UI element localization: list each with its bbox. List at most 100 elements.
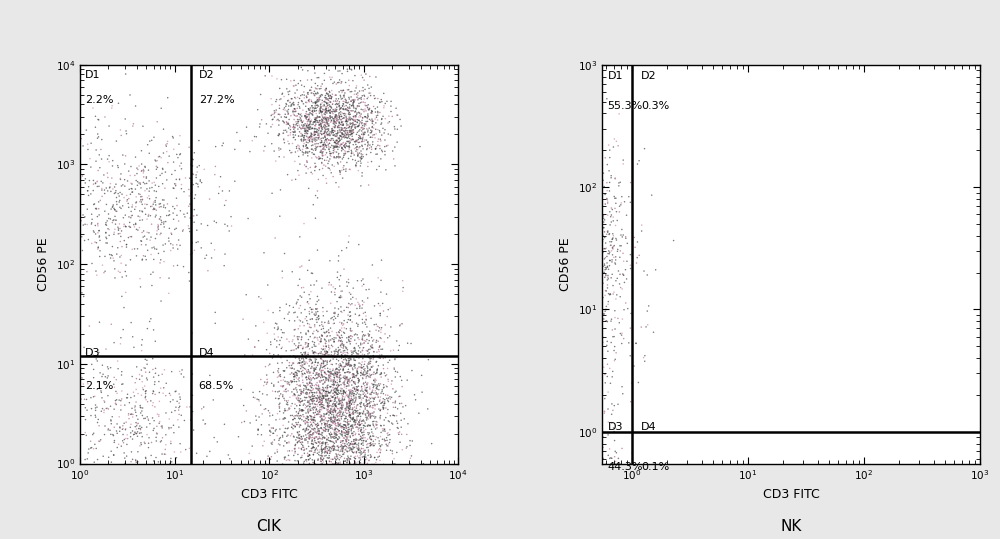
Point — [355, 369, 371, 378]
Point — [289, 369, 305, 378]
Point — [398, 444, 414, 452]
Point — [320, 127, 336, 136]
Point — [304, 130, 320, 139]
Point — [307, 121, 323, 130]
Point — [332, 318, 348, 327]
Point — [560, 316, 576, 325]
Point — [546, 505, 562, 514]
Point — [341, 403, 357, 411]
Point — [551, 293, 567, 301]
Point — [544, 362, 560, 370]
Point — [559, 519, 575, 527]
Point — [563, 260, 579, 268]
Point — [531, 458, 547, 466]
Point — [541, 537, 557, 539]
Point — [586, 527, 602, 535]
Point — [386, 365, 402, 374]
Point — [524, 497, 540, 506]
Point — [498, 321, 514, 330]
Point — [267, 449, 283, 458]
Point — [346, 453, 362, 461]
Point — [323, 369, 339, 378]
Point — [292, 438, 308, 447]
Point — [301, 397, 317, 405]
Point — [402, 437, 418, 445]
Point — [348, 123, 364, 132]
Point — [342, 130, 358, 139]
Point — [346, 120, 362, 129]
Point — [319, 331, 335, 340]
Point — [156, 218, 172, 226]
Point — [364, 107, 380, 116]
Point — [307, 128, 323, 136]
Point — [293, 387, 309, 396]
Point — [365, 386, 381, 395]
Point — [536, 305, 552, 313]
Point — [300, 452, 316, 461]
Point — [369, 424, 385, 432]
Point — [537, 257, 553, 265]
Point — [560, 349, 576, 357]
Point — [352, 301, 368, 310]
Point — [588, 262, 604, 271]
Point — [292, 160, 308, 168]
Point — [321, 368, 337, 377]
Point — [527, 513, 543, 522]
Point — [588, 362, 604, 370]
Point — [304, 359, 320, 368]
Point — [545, 298, 561, 307]
Point — [605, 251, 621, 259]
Point — [331, 275, 347, 284]
Point — [331, 345, 347, 354]
Point — [247, 343, 263, 351]
Point — [564, 496, 580, 505]
Point — [600, 271, 616, 280]
Point — [328, 118, 344, 126]
Point — [498, 506, 514, 514]
Point — [569, 438, 585, 446]
Point — [331, 118, 347, 127]
Point — [541, 169, 557, 178]
Point — [292, 434, 308, 443]
Point — [541, 497, 557, 506]
Point — [591, 493, 607, 501]
Point — [298, 431, 314, 439]
Point — [294, 136, 310, 145]
Point — [568, 241, 584, 250]
Point — [509, 484, 525, 493]
Point — [321, 164, 337, 172]
Point — [304, 308, 320, 316]
Point — [495, 281, 511, 290]
Point — [566, 163, 582, 172]
Point — [538, 256, 554, 265]
Point — [600, 405, 616, 413]
Point — [372, 393, 388, 402]
Point — [607, 486, 623, 494]
Point — [498, 288, 514, 296]
Point — [559, 169, 575, 178]
Point — [342, 374, 358, 383]
Point — [354, 296, 370, 305]
Point — [305, 62, 321, 71]
Point — [349, 353, 365, 361]
Point — [295, 122, 311, 130]
Point — [611, 109, 627, 118]
Point — [558, 492, 574, 501]
Point — [357, 464, 373, 472]
Point — [341, 427, 357, 436]
Point — [574, 503, 590, 512]
Point — [540, 303, 556, 312]
Point — [368, 458, 384, 467]
Point — [357, 448, 373, 457]
Point — [235, 315, 251, 323]
Point — [502, 480, 518, 489]
Point — [301, 369, 317, 377]
Point — [344, 392, 360, 400]
Point — [287, 371, 303, 380]
Point — [343, 409, 359, 418]
Point — [540, 466, 556, 474]
Point — [319, 459, 335, 468]
Point — [352, 352, 368, 361]
Point — [318, 457, 334, 465]
Point — [545, 223, 561, 231]
